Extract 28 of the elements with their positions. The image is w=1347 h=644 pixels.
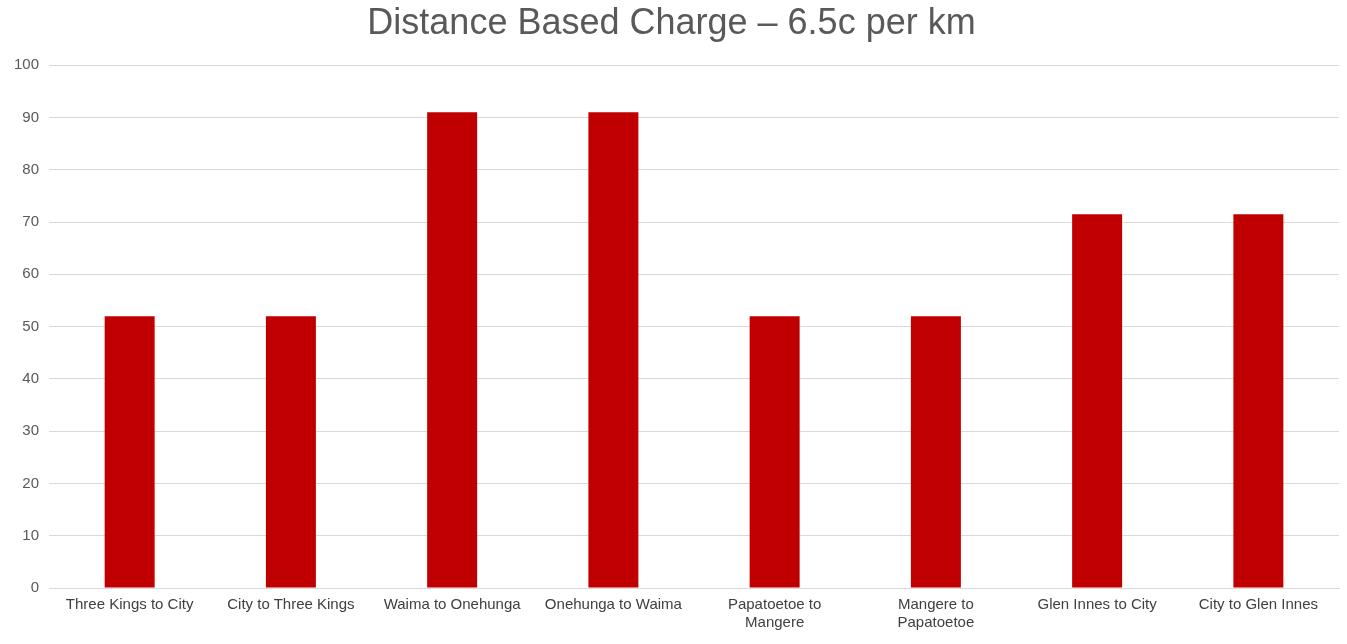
y-tick-label: 20: [22, 473, 40, 491]
bar: [427, 112, 478, 588]
y-tick-label: 50: [22, 316, 40, 334]
y-tick-label: 80: [22, 159, 40, 177]
y-tick-label: 10: [22, 525, 40, 543]
x-tick-label: Glen Innes to City: [1037, 595, 1158, 613]
y-tick-label: 30: [22, 421, 40, 439]
bar: [1233, 214, 1284, 588]
bar: [265, 316, 316, 588]
bar: [104, 316, 155, 588]
bar: [749, 316, 800, 588]
y-tick-label: 40: [22, 369, 40, 387]
x-tick-label: Waima to Onehunga: [383, 595, 522, 613]
y-tick-label: 60: [22, 264, 40, 282]
chart-title: Distance Based Charge – 6.5c per km: [367, 0, 976, 42]
x-tick-label: Onehunga to Waima: [544, 595, 683, 613]
y-tick-label: 0: [30, 578, 40, 596]
bar: [910, 316, 961, 588]
bar: [588, 112, 639, 588]
x-tick-label: City to Three Kings: [227, 595, 355, 613]
y-tick-label: 100: [14, 55, 40, 73]
x-tick-label: Papatoetoe to Mangere: [727, 595, 822, 631]
x-tick-label: Three Kings to City: [65, 595, 194, 613]
x-tick-label: Mangere to Papatoetoe: [897, 595, 975, 631]
x-tick-label: City to Glen Innes: [1198, 595, 1318, 613]
y-tick-label: 90: [22, 107, 40, 125]
bar: [1072, 214, 1123, 588]
y-tick-label: 70: [22, 212, 40, 230]
